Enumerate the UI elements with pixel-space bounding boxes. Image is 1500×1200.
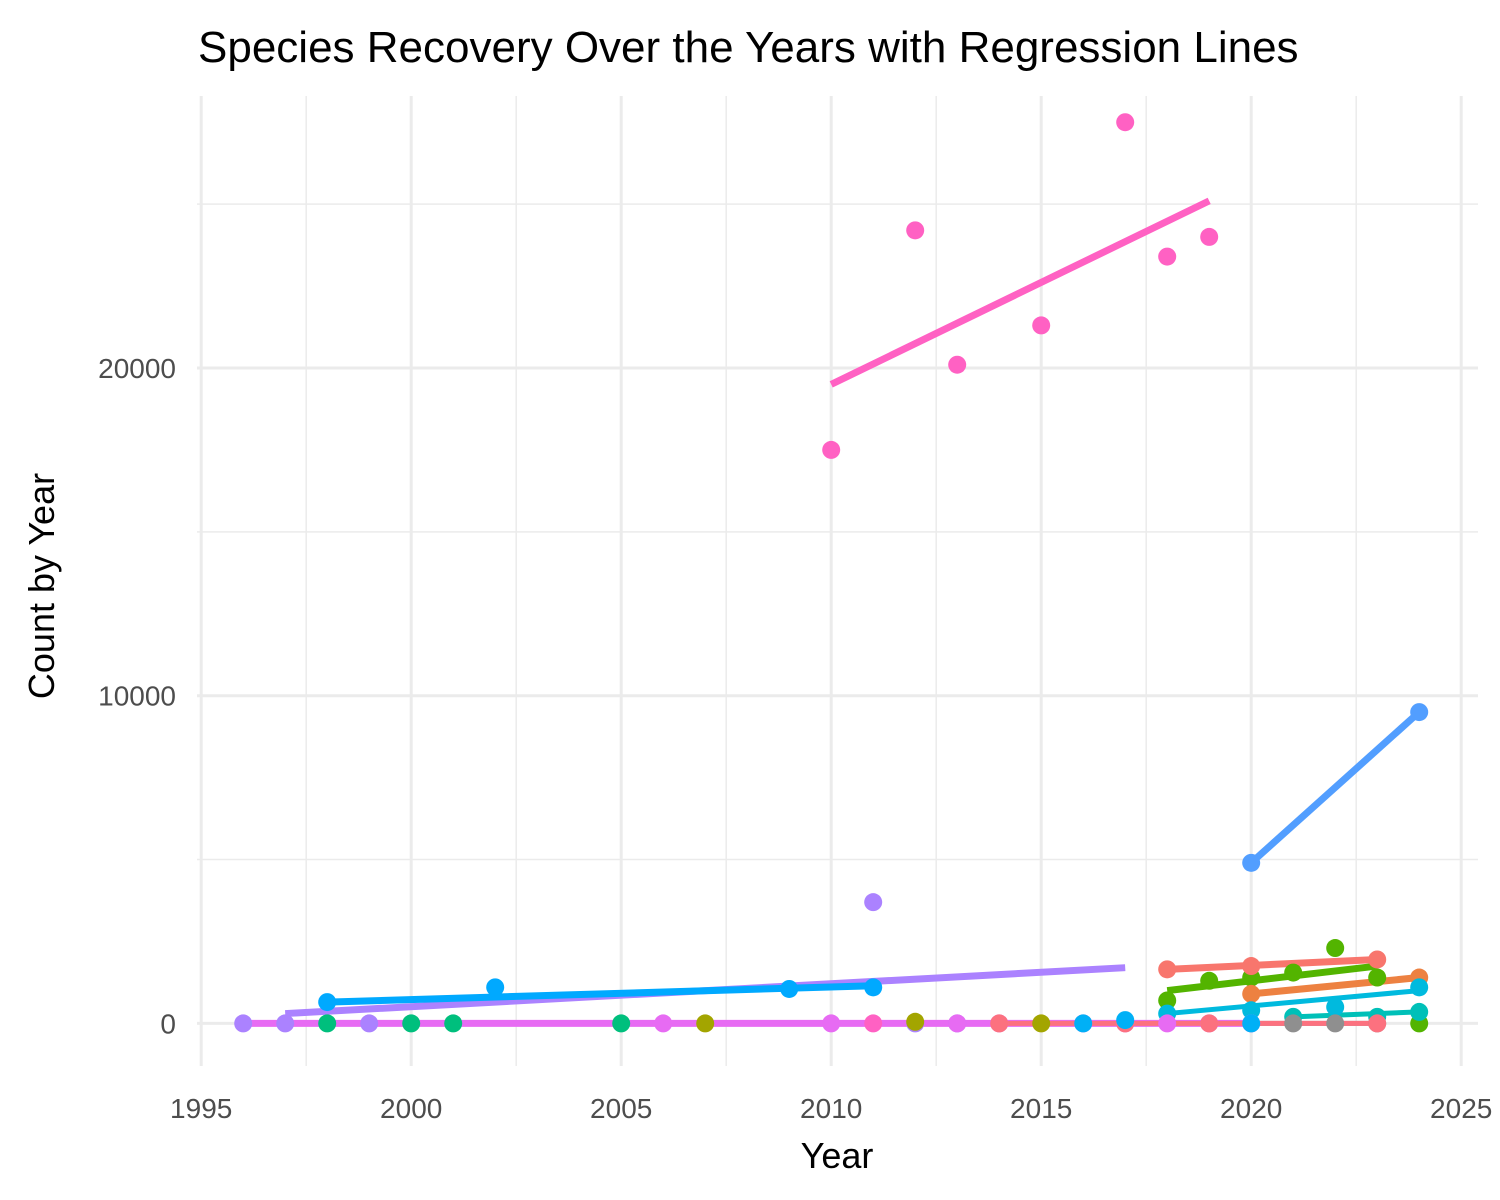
data-point <box>1200 227 1219 246</box>
x-tick-label: 2010 <box>800 1093 862 1124</box>
y-axis-title: Count by Year <box>21 473 62 699</box>
y-tick-label: 10000 <box>98 681 176 712</box>
data-point <box>654 1014 673 1033</box>
data-point <box>864 978 883 997</box>
regression-line <box>1250 974 1420 998</box>
data-point <box>276 1014 295 1033</box>
data-point <box>1284 963 1303 982</box>
data-point <box>318 993 337 1012</box>
data-point <box>822 440 841 459</box>
data-point <box>1200 971 1219 990</box>
x-tick-label: 1995 <box>170 1093 232 1124</box>
data-point <box>1200 1014 1219 1033</box>
data-point <box>1242 984 1261 1003</box>
data-point <box>612 1014 631 1033</box>
data-point <box>906 1012 925 1031</box>
x-axis-ticks: 1995 2000 2005 2010 2015 2020 2025 <box>170 1093 1492 1124</box>
regression-line <box>1166 962 1378 995</box>
data-point <box>1158 1014 1177 1033</box>
x-tick-label: 2025 <box>1430 1093 1492 1124</box>
data-point <box>234 1014 253 1033</box>
data-point <box>1242 957 1261 976</box>
y-tick-label: 20000 <box>98 353 176 384</box>
data-point <box>822 1014 841 1033</box>
data-point <box>1158 247 1177 266</box>
regression-line <box>829 197 1211 388</box>
regression-line <box>1248 709 1422 866</box>
data-point <box>948 355 967 374</box>
data-point <box>1242 1001 1261 1020</box>
data-point <box>1242 853 1261 872</box>
data-point <box>1116 1011 1135 1030</box>
x-tick-label: 2015 <box>1010 1093 1072 1124</box>
data-point <box>1032 316 1051 335</box>
data-point <box>1410 1002 1429 1021</box>
data-point <box>1326 998 1345 1017</box>
x-tick-label: 2000 <box>380 1093 442 1124</box>
data-point <box>1032 1014 1051 1033</box>
data-point <box>1368 1014 1387 1033</box>
data-point <box>864 1014 883 1033</box>
data-point <box>1326 939 1345 958</box>
data-point <box>1242 1014 1261 1033</box>
x-tick-label: 2020 <box>1220 1093 1282 1124</box>
data-point <box>318 1014 337 1033</box>
regression-line <box>1293 1009 1420 1020</box>
data-point <box>1410 703 1429 722</box>
regression-line <box>1166 988 1420 1017</box>
data-point <box>1158 991 1177 1010</box>
data-point <box>1410 978 1429 997</box>
data-point <box>1074 1014 1093 1033</box>
data-point <box>864 893 883 912</box>
y-tick-label: 0 <box>160 1008 176 1039</box>
data-point <box>402 1014 421 1033</box>
data-point <box>1158 960 1177 979</box>
data-point <box>360 1014 379 1033</box>
x-tick-label: 2005 <box>590 1093 652 1124</box>
regression-line <box>1167 956 1378 973</box>
data-point <box>486 978 505 997</box>
data-point <box>696 1014 715 1033</box>
data-points <box>234 113 1429 1033</box>
data-point <box>948 1014 967 1033</box>
data-point <box>1368 968 1387 987</box>
data-point <box>906 221 925 240</box>
data-point <box>1116 113 1135 132</box>
x-axis-title: Year <box>801 1135 874 1176</box>
chart-title: Species Recovery Over the Years with Reg… <box>198 23 1299 72</box>
y-axis-ticks: 0 10000 20000 <box>98 353 176 1039</box>
data-point <box>990 1014 1009 1033</box>
data-point <box>780 979 799 998</box>
data-point <box>444 1014 463 1033</box>
data-point <box>1368 950 1387 969</box>
data-point <box>1326 1014 1345 1033</box>
data-point <box>1284 1014 1303 1033</box>
grid <box>197 96 1478 1066</box>
